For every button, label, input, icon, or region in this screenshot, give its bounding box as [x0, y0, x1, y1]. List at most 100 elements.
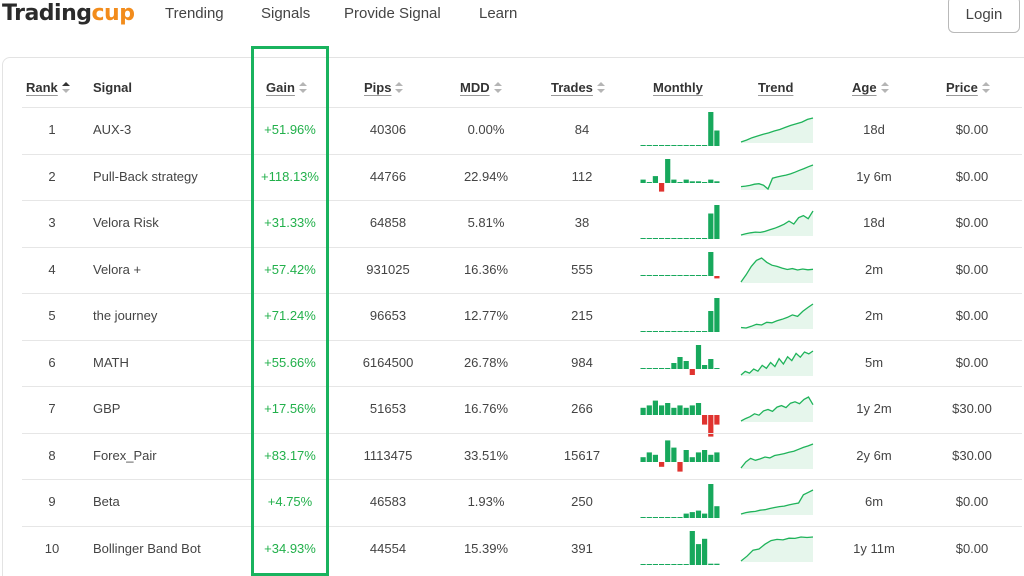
monthly-gain-bar: [714, 368, 720, 369]
mdd-value: 15.39%: [463, 541, 509, 556]
trend-line: [740, 303, 814, 329]
column-header-mdd[interactable]: MDD: [460, 79, 502, 97]
sort-ascending-icon: [61, 81, 70, 94]
signal-name-link[interactable]: Beta: [93, 494, 120, 509]
monthly-gain-bar: [683, 513, 689, 518]
monthly-gain-bar: [683, 361, 689, 369]
monthly-gain-bar: [646, 182, 652, 183]
sort-icon: [981, 81, 990, 94]
age-value: 18d: [863, 215, 885, 230]
column-header-rank[interactable]: Rank: [26, 79, 70, 97]
monthly-gain-bar: [689, 331, 695, 332]
monthly-gain-bar: [683, 145, 689, 146]
trend-line: [740, 443, 814, 469]
signal-name-link[interactable]: AUX-3: [93, 122, 132, 137]
pips-value: 931025: [366, 262, 410, 277]
signal-name-link[interactable]: Pull-Back strategy: [93, 169, 198, 184]
monthly-bar-chart: [640, 298, 720, 332]
monthly-gain-bar: [671, 447, 677, 462]
nav-link-signals[interactable]: Signals: [261, 5, 311, 22]
monthly-gain-bar: [652, 400, 658, 415]
trend-area: [741, 258, 813, 283]
gain-value: +31.33%: [264, 215, 316, 230]
pips-value: 40306: [369, 122, 407, 137]
trend-line: [740, 396, 814, 422]
row-divider: [22, 433, 1022, 434]
monthly-gain-bar: [677, 357, 683, 369]
column-header-trades[interactable]: Trades: [551, 79, 605, 97]
monthly-gain-bar: [671, 238, 677, 239]
monthly-gain-bar: [677, 564, 683, 565]
monthly-gain-bar: [646, 238, 652, 239]
monthly-gain-bar: [646, 368, 652, 369]
signal-name-link[interactable]: GBP: [93, 401, 121, 416]
monthly-bar-chart: [640, 345, 720, 375]
nav-link-trending[interactable]: Trending: [165, 5, 224, 22]
column-header-price-label: Price: [946, 80, 978, 95]
monthly-gain-bar: [671, 275, 677, 276]
column-header-gain[interactable]: Gain: [266, 79, 307, 97]
trades-value: 15617: [563, 448, 601, 463]
pips-value: 51653: [369, 401, 407, 416]
monthly-gain-bar: [695, 275, 702, 276]
monthly-gain-bar: [665, 331, 671, 332]
trend-line: [740, 257, 814, 283]
monthly-gain-bar: [708, 454, 714, 462]
monthly-loss-bar: [714, 276, 720, 279]
monthly-gain-bar: [677, 405, 683, 415]
monthly-gain-bar: [646, 405, 652, 415]
trend-sparkline: [740, 303, 814, 329]
trend-sparkline: [740, 210, 814, 236]
age-value: 5m: [864, 355, 884, 370]
monthly-gain-bar: [640, 275, 646, 276]
monthly-gain-bar: [695, 544, 702, 565]
monthly-gain-bar: [708, 112, 714, 146]
signal-name-link[interactable]: Bollinger Band Bot: [93, 541, 201, 556]
trades-value: 38: [574, 215, 590, 230]
monthly-gain-bar: [671, 407, 677, 415]
column-header-monthly-label: Monthly: [653, 80, 703, 95]
login-button[interactable]: Login: [948, 0, 1020, 33]
rank-cell: 6: [48, 355, 56, 370]
price-value: $0.00: [955, 122, 989, 137]
monthly-gain-bar: [695, 345, 702, 369]
monthly-gain-bar: [714, 181, 720, 183]
monthly-gain-bar: [665, 238, 671, 239]
signal-name-link[interactable]: Velora Risk: [93, 215, 159, 230]
monthly-gain-bar: [708, 213, 714, 239]
age-value: 18d: [863, 122, 885, 137]
signal-name-link[interactable]: Velora +: [93, 262, 142, 277]
monthly-gain-bar: [683, 179, 689, 183]
rank-cell: 8: [48, 448, 56, 463]
gain-column-highlight: [251, 46, 329, 576]
signal-name-link[interactable]: MATH: [93, 355, 129, 370]
sort-icon: [298, 81, 307, 94]
column-header-pips[interactable]: Pips: [364, 79, 404, 97]
price-value: $0.00: [955, 215, 989, 230]
signal-name-link[interactable]: Forex_Pair: [93, 448, 157, 463]
signal-name-link[interactable]: the journey: [93, 308, 158, 323]
monthly-gain-bar: [702, 513, 708, 518]
column-header-price[interactable]: Price: [946, 79, 990, 97]
column-header-trades-label: Trades: [551, 80, 593, 95]
rank-cell: 9: [48, 494, 56, 509]
age-value: 2y 6m: [856, 448, 892, 463]
column-header-age[interactable]: Age: [852, 79, 889, 97]
nav-link-provide-signal[interactable]: Provide Signal: [344, 5, 441, 22]
monthly-gain-bar: [665, 564, 671, 565]
trend-line: [740, 536, 814, 562]
monthly-gain-bar: [695, 331, 702, 332]
brand-logo[interactable]: Tradingcup: [2, 0, 135, 28]
trend-line: [740, 117, 814, 143]
monthly-gain-bar: [683, 238, 689, 239]
nav-link-learn[interactable]: Learn: [479, 5, 518, 22]
gain-value: +71.24%: [264, 308, 316, 323]
monthly-gain-bar: [708, 179, 714, 183]
monthly-gain-bar: [683, 331, 689, 332]
trades-value: 215: [571, 308, 593, 323]
monthly-gain-bar: [640, 457, 646, 462]
trend-sparkline: [740, 257, 814, 283]
age-value: 2m: [864, 262, 884, 277]
monthly-gain-bar: [646, 517, 652, 518]
monthly-gain-bar: [652, 331, 658, 332]
